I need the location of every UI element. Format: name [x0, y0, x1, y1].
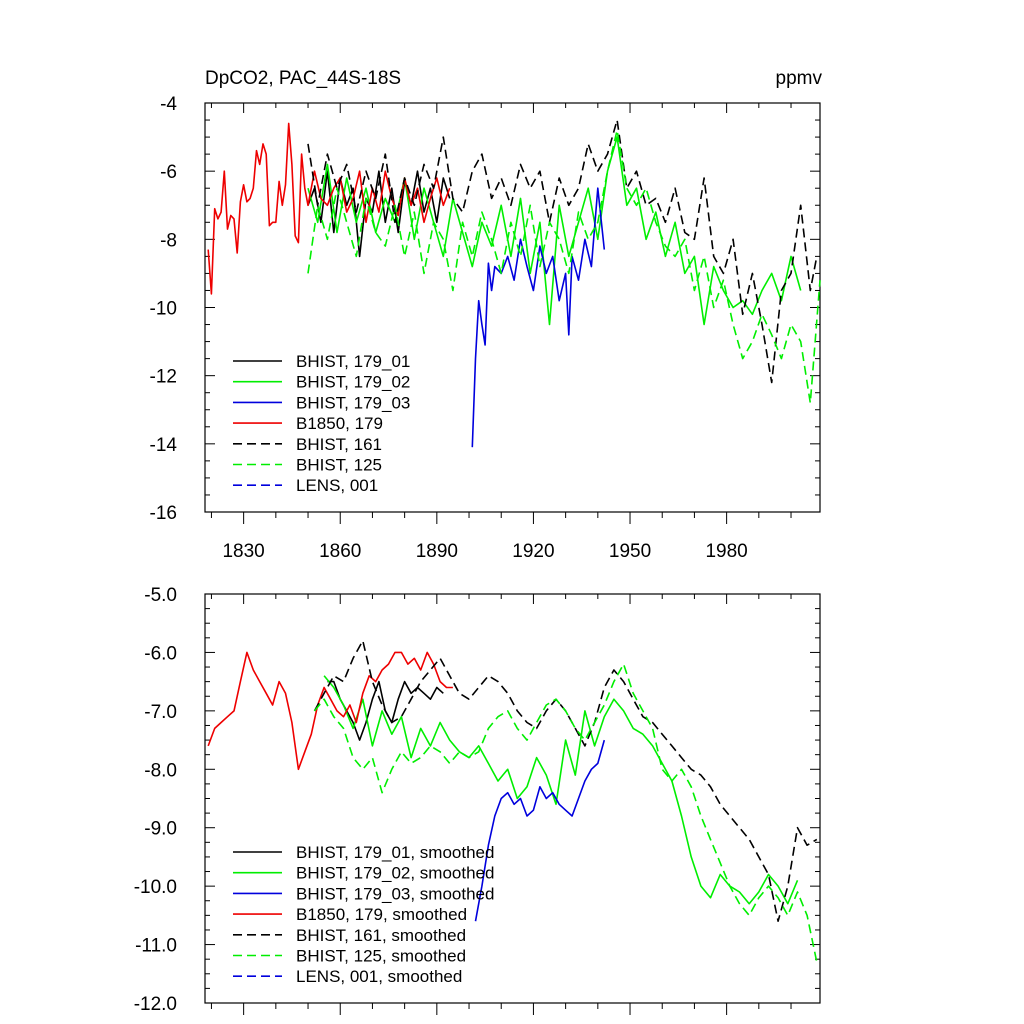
y-tick-label: -12.0 — [134, 994, 177, 1015]
legend-label: BHIST, 179_02 — [296, 373, 410, 392]
y-tick-label: -16 — [150, 503, 177, 524]
series-line — [307, 170, 451, 258]
series-line — [307, 129, 821, 404]
unit-label: ppmv — [776, 68, 823, 89]
series-line — [471, 187, 606, 448]
legend-label: LENS, 001, smoothed — [296, 967, 462, 986]
panel-bottom: -12.0 -11.0 -10.0 -9.0 -8.0 -7.0 -6.0 -5.0 BHIST… — [134, 585, 821, 1015]
legend-label: LENS, 001 — [296, 476, 378, 495]
series-line — [323, 675, 799, 905]
series-line — [307, 119, 818, 384]
y-tick-label: -10.0 — [134, 877, 177, 898]
x-tick-label: 1980 — [705, 541, 747, 562]
y-tick-label: -11.0 — [135, 936, 177, 957]
x-tick-label: 1890 — [416, 541, 458, 562]
legend-label: BHIST, 179_03, smoothed — [296, 884, 494, 903]
series-line — [307, 136, 802, 326]
series-line — [207, 651, 453, 771]
x-tick-label: 1950 — [609, 541, 651, 562]
legend-label: B1850, 179, smoothed — [296, 905, 467, 924]
y-tick-label: -14 — [150, 435, 178, 456]
legend-label: BHIST, 179_01 — [296, 352, 410, 371]
y-tick-label: -4 — [160, 94, 177, 115]
y-tick-label: -9.0 — [144, 819, 177, 840]
x-tick-label: 1860 — [319, 541, 361, 562]
y-tick-label: -7.0 — [144, 702, 177, 723]
legend-label: BHIST, 179_01, smoothed — [296, 843, 494, 862]
legend-label: BHIST, 179_03 — [296, 393, 410, 412]
y-tick-label: -12 — [150, 367, 177, 388]
series-line — [474, 739, 606, 922]
x-tick-label: 1920 — [512, 541, 554, 562]
legend-label: BHIST, 161 — [296, 435, 382, 454]
legend-label: B1850, 179 — [296, 414, 383, 433]
legend-label: BHIST, 179_02, smoothed — [296, 864, 494, 883]
series-line — [313, 663, 818, 963]
y-tick-label: -6.0 — [144, 643, 177, 664]
y-tick-label: -5.0 — [144, 585, 177, 606]
panel-top: -16 -14 -12 -10 -8 -6 -4 1830 1860 1890 1920 1950 19… — [150, 94, 821, 562]
y-tick-label: -8 — [160, 230, 177, 251]
x-tick-label: 1830 — [222, 541, 264, 562]
series-line — [207, 122, 451, 295]
y-tick-label: -10 — [150, 299, 177, 320]
legend-label: BHIST, 161, smoothed — [296, 926, 466, 945]
legend-label: BHIST, 125 — [296, 456, 382, 475]
y-tick-label: -6 — [160, 162, 177, 183]
legend-label: BHIST, 125, smoothed — [296, 947, 466, 966]
y-tick-label: -8.0 — [144, 760, 177, 781]
figure-title: DpCO2, PAC_44S-18S — [205, 68, 401, 89]
